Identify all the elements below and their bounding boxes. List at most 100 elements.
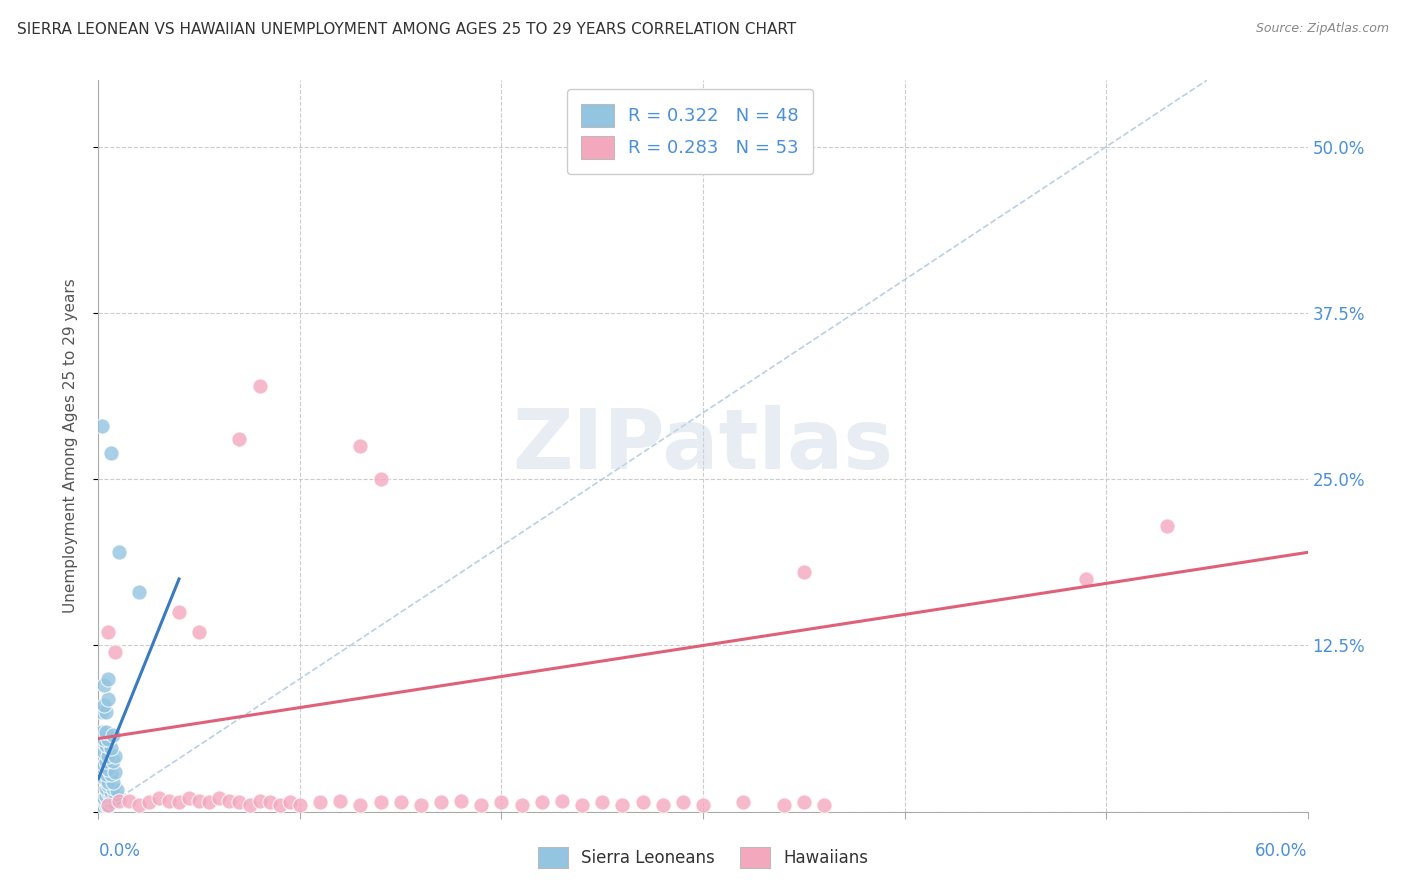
Text: 60.0%: 60.0% [1256,842,1308,860]
Point [100,789,122,803]
Point [309,796,332,810]
Point [349,439,371,453]
Point [551,794,574,808]
Point [97,775,120,789]
Point [239,798,262,813]
Point [389,796,412,810]
Point [97,731,120,746]
Point [470,798,492,813]
Point [101,754,124,768]
Point [93,758,115,772]
Point [430,796,453,810]
Point [188,794,211,808]
Point [228,796,250,810]
Legend: Sierra Leoneans, Hawaiians: Sierra Leoneans, Hawaiians [531,840,875,875]
Point [107,794,129,808]
Point [101,728,124,742]
Point [612,798,634,813]
Point [101,780,124,795]
Text: ZIPatlas: ZIPatlas [513,406,893,486]
Point [91,419,114,434]
Point [167,796,190,810]
Point [101,794,124,808]
Point [93,794,115,808]
Point [96,705,118,719]
Point [1156,518,1178,533]
Point [249,794,271,808]
Point [167,605,190,619]
Point [772,798,794,813]
Point [813,798,835,813]
Point [93,731,115,746]
Point [288,798,311,813]
Point [651,798,673,813]
Point [530,796,553,810]
Point [228,433,250,447]
Point [96,725,118,739]
Point [96,798,118,813]
Point [97,799,120,814]
Point [93,772,115,786]
Point [188,625,211,640]
Point [269,798,291,813]
Point [101,775,124,789]
Point [100,767,122,781]
Point [491,796,513,810]
Point [105,783,128,797]
Point [510,798,533,813]
Point [278,796,301,810]
Point [97,798,120,813]
Point [118,794,141,808]
Point [97,785,120,799]
Point [249,379,271,393]
Point [93,745,115,759]
Point [100,740,122,755]
Point [96,754,118,768]
Y-axis label: Unemployment Among Ages 25 to 29 years: Unemployment Among Ages 25 to 29 years [63,278,77,614]
Point [692,798,714,813]
Point [107,545,129,559]
Point [103,748,125,763]
Point [370,472,392,486]
Point [91,705,114,719]
Point [96,767,118,781]
Point [349,798,371,813]
Point [97,762,120,776]
Point [97,748,120,763]
Point [733,796,755,810]
Text: Source: ZipAtlas.com: Source: ZipAtlas.com [1256,22,1389,36]
Point [218,794,240,808]
Point [128,798,150,813]
Point [198,796,221,810]
Point [93,791,115,805]
Point [571,798,593,813]
Point [103,764,125,779]
Text: 0.0%: 0.0% [98,842,141,860]
Point [96,789,118,803]
Point [97,778,120,792]
Point [93,678,115,692]
Point [100,445,122,459]
Text: SIERRA LEONEAN VS HAWAIIAN UNEMPLOYMENT AMONG AGES 25 TO 29 YEARS CORRELATION CH: SIERRA LEONEAN VS HAWAIIAN UNEMPLOYMENT … [17,22,796,37]
Legend: R = 0.322   N = 48, R = 0.283   N = 53: R = 0.322 N = 48, R = 0.283 N = 53 [567,89,814,174]
Point [259,796,281,810]
Point [793,796,815,810]
Point [329,794,352,808]
Point [97,691,120,706]
Point [591,796,613,810]
Point [100,796,122,810]
Point [148,791,170,805]
Point [97,625,120,640]
Point [96,738,118,752]
Point [179,791,201,805]
Point [138,796,160,810]
Point [128,585,150,599]
Point [1074,572,1097,586]
Point [631,796,654,810]
Point [93,698,115,713]
Point [157,794,180,808]
Point [100,785,122,799]
Point [91,798,114,813]
Point [409,798,432,813]
Point [208,791,231,805]
